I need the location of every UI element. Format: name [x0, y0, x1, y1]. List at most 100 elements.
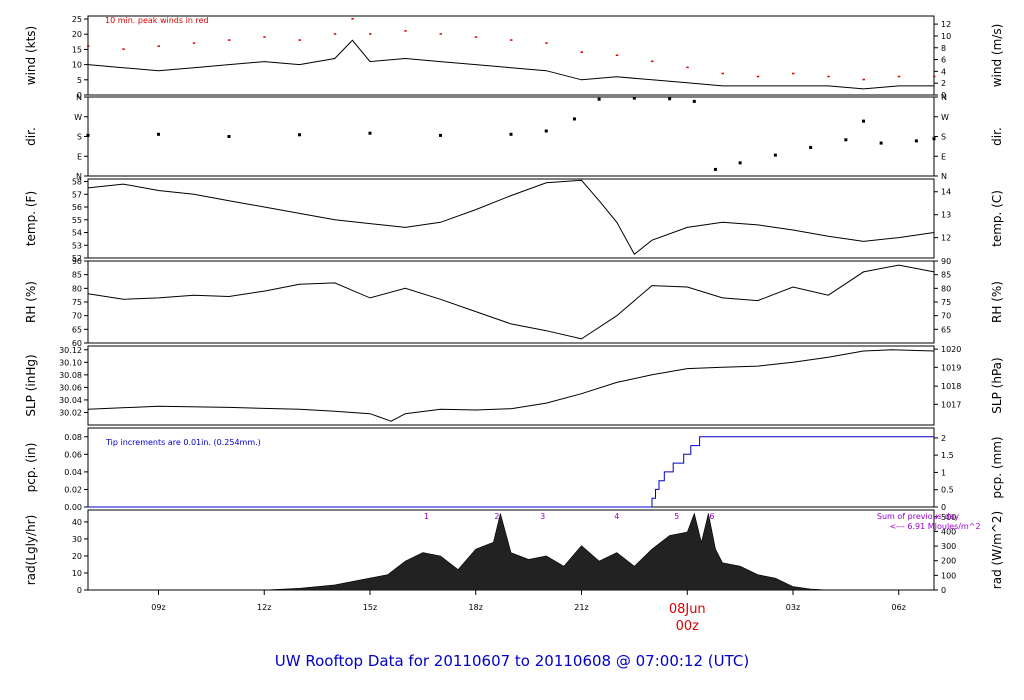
- rad-marker: 6: [709, 512, 714, 521]
- peak-wind-point: [756, 75, 760, 78]
- peak-wind-point: [827, 75, 830, 78]
- peak-wind-point: [474, 36, 478, 38]
- wind-left-tick-label: 0: [77, 91, 82, 100]
- rh-right-tick-label: 70: [941, 312, 951, 321]
- temp-left-tick-label: 55: [72, 216, 82, 225]
- slp-right-tick-label: 1019: [941, 363, 961, 372]
- rh-left-tick-label: 90: [72, 257, 82, 266]
- dir-right-tick-label: N: [941, 93, 947, 102]
- rad-marker: 5: [674, 512, 679, 521]
- dir-point: [932, 137, 936, 141]
- slp-ylabel: SLP (inHg): [24, 354, 38, 416]
- rad-left-tick-label: 0: [77, 586, 82, 595]
- dir-point: [914, 139, 918, 143]
- rad-right-tick-label: 500: [941, 513, 956, 522]
- rad-annotation-line1: Sum of previous day: [877, 512, 959, 521]
- dir-left-tick-label: N: [76, 93, 82, 102]
- wind-annotation: 10 min. peak winds in red: [105, 16, 209, 25]
- wind-left-tick-label: 25: [72, 15, 82, 24]
- peak-wind-point: [651, 60, 654, 63]
- day-marker-date: 08Jun: [669, 602, 706, 617]
- rh-right-tick-label: 85: [941, 271, 951, 280]
- dir-point: [227, 135, 231, 138]
- peak-wind-point: [333, 33, 337, 35]
- rad-right-tick-label: 300: [941, 542, 956, 551]
- rh-ylabel: RH (%): [24, 281, 38, 323]
- rad-left-tick-label: 10: [72, 569, 82, 578]
- wind-right-tick-label: 0: [941, 91, 946, 100]
- temp-right-tick-label: 13: [941, 211, 951, 220]
- wind-ylabel: wind (kts): [24, 26, 38, 85]
- pcp-right-tick-label: 0.5: [941, 486, 954, 495]
- peak-wind-point: [721, 72, 724, 75]
- rad-right-tick-label: 200: [941, 557, 956, 566]
- temp-left-tick-label: 53: [72, 241, 82, 250]
- rad-marker: 4: [614, 512, 619, 521]
- peak-wind-point: [87, 45, 90, 47]
- pcp-line: [88, 436, 934, 508]
- dir-point: [157, 132, 160, 136]
- rad-ylabel-right: rad (W/m^2): [990, 511, 1004, 589]
- rad-left-tick-label: 40: [72, 518, 82, 527]
- temp-left-tick-label: 56: [72, 203, 82, 212]
- dir-left-tick-label: W: [74, 113, 82, 122]
- rh-left-tick-label: 65: [72, 325, 82, 334]
- rh-left-tick-label: 75: [72, 298, 82, 307]
- x-tick-label: 06z: [892, 603, 906, 612]
- rh-left-tick-label: 85: [72, 271, 82, 280]
- dir-right-tick-label: N: [941, 172, 947, 181]
- temp-line: [87, 179, 935, 255]
- peak-wind-point: [263, 36, 266, 38]
- panel-rh: 60 65 70 75 80 85 90 65 70 75 80 85 90 RH (%) RH (%): [24, 257, 1004, 348]
- x-tick-label: 21z: [574, 603, 588, 612]
- rh-line: [87, 264, 935, 340]
- rh-plot-frame: [87, 260, 935, 344]
- wind-right-tick-label: 2: [941, 79, 946, 88]
- wind-ylabel-right: wind (m/s): [990, 24, 1004, 88]
- peak-wind-point: [686, 66, 689, 69]
- pcp-ylabel-right: pcp. (mm): [990, 436, 1004, 498]
- rh-left-tick-label: 70: [72, 312, 82, 321]
- wind-right-tick-label: 10: [941, 32, 951, 41]
- dir-left-tick-label: S: [77, 133, 82, 142]
- pcp-right-tick-label: 1: [941, 468, 946, 477]
- peak-wind-point: [404, 30, 407, 32]
- dir-point: [86, 133, 90, 137]
- dir-right-tick-label: W: [941, 113, 949, 122]
- pcp-left-tick-label: 0.00: [64, 503, 82, 512]
- dir-right-tick-label: E: [941, 152, 946, 161]
- rad-marker: 3: [540, 512, 545, 521]
- dir-point: [597, 97, 601, 101]
- wind-left-tick-label: 10: [72, 61, 82, 70]
- panel-slp: 30.02 30.04 30.06 30.08 30.10 30.12 1017 1018 10…: [24, 345, 1004, 426]
- peak-wind-point: [228, 39, 231, 41]
- dir-plot-frame: [87, 96, 935, 177]
- x-tick-label: 12z: [257, 603, 271, 612]
- dir-point: [809, 145, 813, 149]
- slp-left-tick-label: 30.02: [59, 408, 82, 417]
- wind-right-tick-label: 6: [941, 56, 946, 65]
- temp-left-tick-label: 54: [72, 229, 82, 238]
- dir-point: [738, 161, 742, 165]
- temp-ylabel-right: temp. (C): [990, 190, 1004, 247]
- slp-plot-frame: [87, 345, 935, 426]
- pcp-annotation: Tip increments are 0.01in. (0.254mm.): [105, 438, 261, 447]
- pcp-ylabel: pcp. (in): [24, 443, 38, 493]
- panel-pcp: 0.00 0.02 0.04 0.06 0.08 0 0.5 1 1.5 2 pcp. (in) pc…: [24, 427, 1004, 512]
- rh-right-tick-label: 90: [941, 257, 951, 266]
- wind-right-tick-label: 4: [941, 67, 946, 76]
- rad-marker: 1: [424, 512, 429, 521]
- peak-wind-point: [510, 39, 513, 41]
- rad-ylabel: rad(Lgly/hr): [24, 515, 38, 586]
- pcp-right-tick-label: 0: [941, 503, 946, 512]
- dir-point: [692, 99, 696, 103]
- slp-left-tick-label: 30.12: [59, 346, 82, 355]
- panel-wind: 0 5 10 15 20 25 0 2 4 6 8 10 12 wind (kts) wind (m/s) 1…: [24, 15, 1004, 100]
- x-tick-label: 18z: [469, 603, 483, 612]
- temp-left-tick-label: 52: [72, 254, 82, 263]
- rad-right-tick-label: 400: [941, 527, 956, 536]
- rh-right-tick-label: 65: [941, 325, 951, 334]
